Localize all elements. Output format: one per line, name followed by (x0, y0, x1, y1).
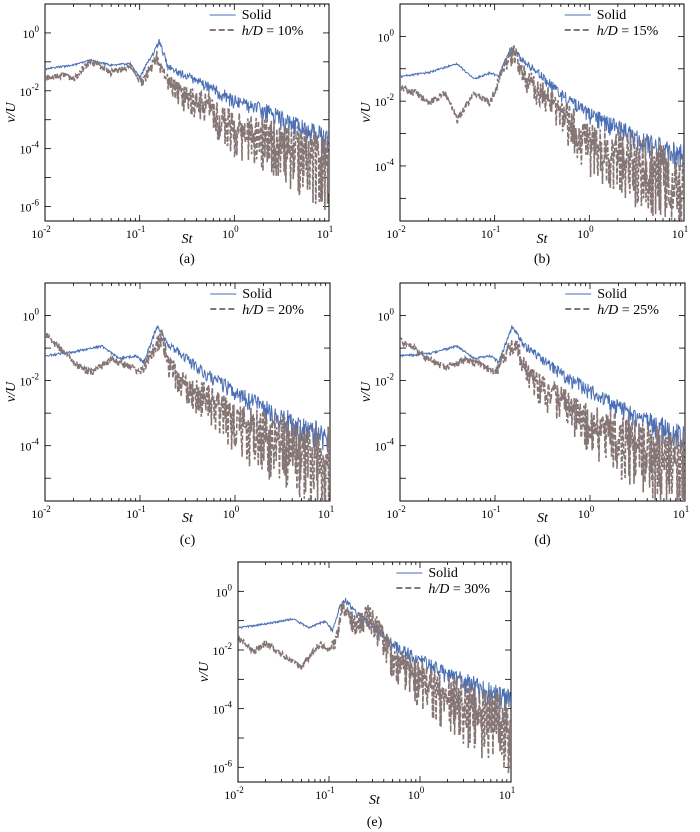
panel-caption: (a) (179, 252, 195, 267)
y-tick-label: 10-4 (375, 157, 395, 174)
x-tick-label: 100 (577, 224, 594, 241)
legend-solid-label: Solid (428, 566, 458, 581)
y-tick-label: 10-4 (375, 437, 395, 454)
y-axis-label: v/U (359, 381, 374, 402)
x-tick-label: 101 (318, 504, 335, 521)
y-tick-label: 10-2 (213, 641, 233, 658)
x-tick-label: 10-2 (386, 504, 406, 521)
plot-frame (399, 3, 685, 222)
plot-frame (237, 561, 512, 783)
series-hd-line (400, 337, 685, 501)
x-tick-label: 10-1 (126, 224, 146, 241)
plot-frame (44, 3, 330, 222)
chart-panel-1: 10-2 10-1 100 101 100 10-2 10-4 10-6 St v/U (a) Sol… (4, 3, 334, 267)
chart-panel-5: 10-2 10-1 100 101 100 10-2 10-4 10-6 St v/U (e) Sol… (197, 561, 516, 830)
y-tick-label: 10-6 (213, 758, 233, 775)
y-tick-label: 10-6 (20, 198, 40, 215)
x-tick-label: 10-2 (224, 785, 244, 802)
x-axis-label: St (537, 511, 549, 526)
legend-solid-label: Solid (597, 8, 627, 23)
y-axis-label: v/U (4, 381, 19, 402)
series-hd-line (45, 329, 330, 501)
series-solid-line (45, 39, 329, 153)
y-tick-label: 100 (378, 307, 395, 324)
y-tick-label: 10-4 (20, 437, 40, 454)
x-tick-label: 10-2 (31, 224, 51, 241)
chart-panel-3: 10-2 10-1 100 101 100 10-2 10-4 St v/U (c) Solidh/… (4, 282, 335, 548)
x-tick-label: 10-2 (31, 504, 51, 521)
series-hd-line (238, 601, 511, 774)
legend-hd-label: h/D = 15% (597, 24, 659, 39)
y-tick-label: 100 (23, 24, 40, 41)
panel-caption: (c) (180, 533, 196, 548)
x-axis-label: St (537, 232, 549, 247)
y-tick-label: 10-2 (375, 92, 395, 109)
legend-hd-label: h/D = 10% (242, 24, 304, 39)
x-tick-label: 100 (578, 504, 595, 521)
y-tick-label: 10-4 (20, 140, 40, 157)
series-hd-line (45, 50, 329, 211)
y-tick-label: 10-2 (20, 82, 40, 99)
y-axis-label: v/U (197, 661, 212, 682)
x-tick-label: 10-1 (481, 504, 501, 521)
x-tick-label: 101 (499, 785, 516, 802)
x-tick-label: 10-1 (126, 504, 146, 521)
x-tick-label: 101 (672, 224, 689, 241)
legend-solid-label: Solid (242, 287, 272, 302)
plot-frame (44, 282, 331, 502)
legend-solid-label: Solid (242, 8, 272, 23)
y-tick-label: 10-2 (20, 372, 40, 389)
panel-caption: (d) (534, 533, 551, 548)
chart-panel-4: 10-2 10-1 100 101 100 10-2 10-4 St v/U (d) Solidh/… (359, 282, 690, 548)
x-tick-label: 101 (317, 224, 334, 241)
chart-panel-2: 10-2 10-1 100 101 100 10-2 10-4 St v/U (b) Solidh/… (359, 3, 689, 267)
x-tick-label: 100 (222, 224, 239, 241)
x-tick-label: 10-1 (481, 224, 501, 241)
x-tick-label: 10-2 (386, 224, 406, 241)
series-solid-line (400, 46, 684, 172)
x-axis-label: St (182, 511, 194, 526)
x-tick-label: 100 (223, 504, 240, 521)
x-axis-label: St (182, 232, 194, 247)
panel-caption: (e) (367, 815, 383, 830)
x-axis-label: St (369, 793, 381, 808)
legend-hd-label: h/D = 20% (242, 303, 304, 318)
series-hd-line (400, 45, 684, 221)
series-solid-line (45, 324, 330, 451)
y-tick-label: 10-4 (213, 700, 233, 717)
x-tick-label: 101 (673, 504, 690, 521)
y-tick-label: 100 (216, 582, 233, 599)
x-tick-label: 100 (408, 785, 425, 802)
y-axis-label: v/U (4, 102, 19, 123)
legend-hd-label: h/D = 25% (597, 303, 659, 318)
legend-hd-label: h/D = 30% (428, 582, 490, 597)
legend-solid-label: Solid (597, 287, 627, 302)
panel-caption: (b) (534, 252, 551, 267)
x-tick-label: 10-1 (315, 785, 335, 802)
y-axis-label: v/U (359, 102, 374, 123)
plot-frame (399, 282, 686, 502)
series-solid-line (400, 325, 685, 453)
y-tick-label: 10-2 (375, 372, 395, 389)
y-tick-label: 100 (23, 307, 40, 324)
y-tick-label: 100 (378, 27, 395, 44)
